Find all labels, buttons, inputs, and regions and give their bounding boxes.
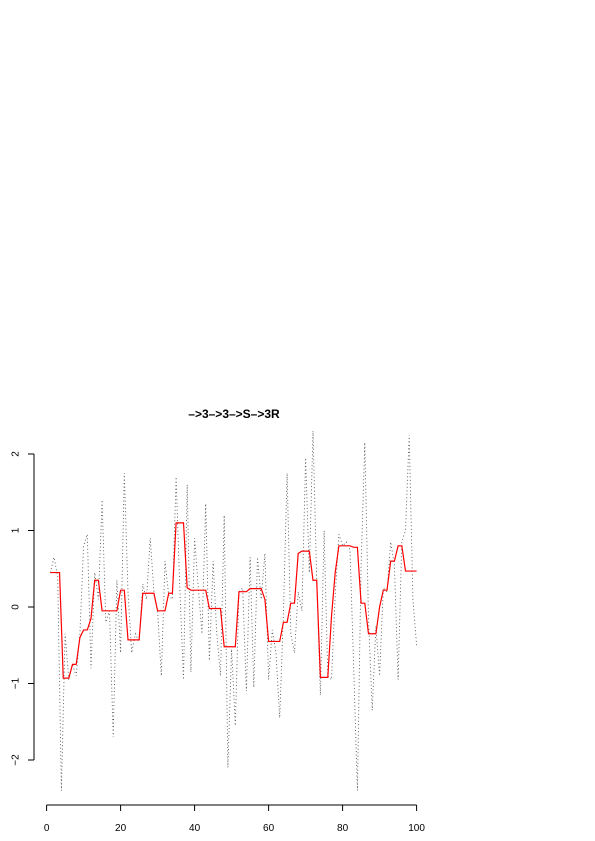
x-tick-label: 40 [189, 823, 201, 834]
y-tick-label: 2 [11, 451, 22, 457]
axes: 0 20 40 60 80 100 −2 −1 0 1 2 [11, 451, 426, 834]
y-tick-label: 1 [11, 527, 22, 533]
chart-title: –>3–>3–>S–>3R [188, 407, 280, 421]
y-tick-label: 0 [11, 604, 22, 610]
y-tick-label: −2 [11, 754, 22, 766]
smoothed-series-line [50, 522, 417, 679]
y-tick-label: −1 [11, 677, 22, 689]
x-tick-label: 20 [115, 823, 127, 834]
raw-series-line [49, 431, 418, 791]
series-layer [49, 431, 418, 791]
x-tick-label: 0 [44, 823, 50, 834]
x-tick-label: 80 [337, 823, 349, 834]
x-tick-label: 100 [408, 823, 425, 834]
x-tick-label: 60 [263, 823, 275, 834]
